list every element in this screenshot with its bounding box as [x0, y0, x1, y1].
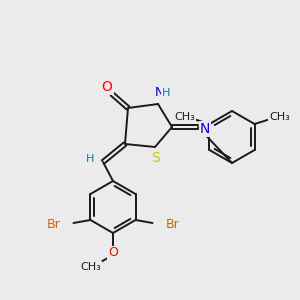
Text: CH₃: CH₃: [81, 262, 101, 272]
Text: O: O: [108, 247, 118, 260]
Text: CH₃: CH₃: [269, 112, 290, 122]
Text: CH₃: CH₃: [174, 112, 195, 122]
Text: Br: Br: [166, 218, 179, 230]
Text: H: H: [162, 88, 170, 98]
Text: N: N: [200, 122, 210, 136]
Text: S: S: [152, 151, 160, 165]
Text: O: O: [102, 80, 112, 94]
Text: H: H: [86, 154, 94, 164]
Text: Br: Br: [47, 218, 61, 230]
Text: N: N: [154, 86, 164, 100]
